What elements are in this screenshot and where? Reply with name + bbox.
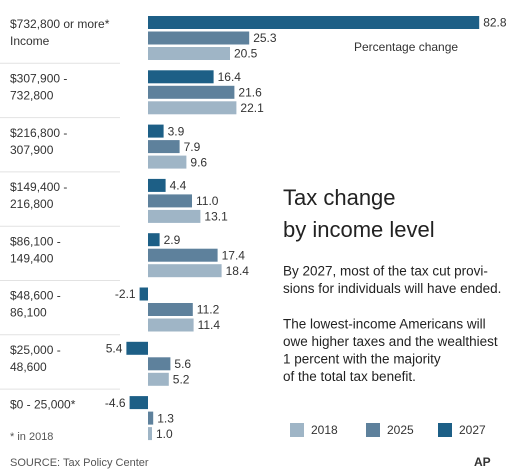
paragraph: of the total tax benefit.	[283, 369, 416, 384]
value-label: 22.1	[240, 101, 264, 115]
category-label: $48,600 -	[10, 289, 61, 303]
value-label: 1.0	[156, 427, 173, 441]
bar	[148, 427, 152, 441]
value-label: 4.4	[170, 179, 187, 193]
bar	[148, 124, 164, 138]
bar	[148, 155, 187, 169]
legend-swatch	[438, 423, 452, 437]
value-label: 82.8	[483, 16, 507, 30]
bar	[148, 264, 222, 278]
category-label: 732,800	[10, 88, 54, 102]
axis-label: Percentage change	[354, 40, 458, 54]
value-label: 25.3	[253, 31, 277, 45]
category-label: $86,100 -	[10, 234, 61, 248]
category-label: $149,400 -	[10, 180, 67, 194]
bar	[129, 396, 148, 410]
category-label: $25,000 -	[10, 343, 61, 357]
legend-label: 2018	[311, 423, 338, 437]
value-label: 11.0	[196, 194, 219, 208]
bar	[148, 411, 154, 425]
value-label: 9.6	[190, 155, 207, 169]
footnote: * in 2018	[10, 431, 53, 443]
value-label: 13.1	[204, 210, 228, 224]
paragraph: 1 percent with the majority	[283, 352, 441, 367]
category-label: $732,800 or more*	[10, 17, 110, 31]
paragraph: sions for individuals will have ended.	[283, 281, 501, 296]
value-label: 7.9	[184, 140, 201, 154]
legend-label: 2025	[387, 423, 414, 437]
category-label: $216,800 -	[10, 126, 67, 140]
bar	[148, 70, 214, 84]
paragraph: owe higher taxes and the wealthiest	[283, 334, 498, 349]
category-label: 307,900	[10, 143, 54, 157]
category-label: Income	[10, 34, 50, 48]
legend-label: 2027	[459, 423, 486, 437]
bar	[126, 341, 148, 355]
bar	[139, 287, 148, 301]
chart-title: Tax change	[283, 185, 396, 210]
value-label: 3.9	[168, 124, 185, 138]
category-label: 86,100	[10, 306, 47, 320]
bar	[148, 85, 235, 99]
credit: AP	[474, 455, 491, 469]
bar	[148, 372, 169, 386]
source: SOURCE: Tax Policy Center	[10, 457, 149, 469]
category-label: 216,800	[10, 197, 54, 211]
value-label: 17.4	[222, 248, 246, 262]
bar	[148, 233, 160, 247]
bar	[148, 303, 193, 316]
bar	[148, 357, 171, 371]
value-label: 5.6	[174, 357, 191, 371]
bar	[148, 140, 180, 154]
value-label: 2.9	[164, 233, 181, 247]
value-label: 11.2	[197, 303, 220, 317]
bar	[148, 318, 194, 332]
paragraph: By 2027, most of the tax cut provi-	[283, 264, 488, 279]
value-label: 5.2	[173, 372, 190, 386]
value-label: 18.4	[226, 264, 250, 278]
value-label: -4.6	[105, 396, 126, 410]
paragraph: The lowest-income Americans will	[283, 317, 486, 332]
bar	[148, 101, 237, 115]
value-label: 21.6	[238, 85, 262, 99]
legend-swatch	[290, 423, 304, 437]
value-label: 5.4	[106, 341, 123, 355]
bar	[148, 47, 230, 60]
value-label: 11.4	[198, 318, 221, 332]
bar	[148, 16, 480, 29]
category-label: 149,400	[10, 251, 54, 265]
bar	[148, 31, 250, 45]
bar	[148, 178, 166, 192]
legend-swatch	[366, 423, 380, 437]
bar	[148, 209, 201, 223]
category-label: $307,900 -	[10, 71, 67, 85]
value-label: -2.1	[115, 287, 136, 301]
value-label: 16.4	[218, 70, 242, 84]
chart-title: by income level	[283, 217, 435, 242]
category-label: $0 - 25,000*	[10, 397, 76, 411]
bar	[148, 248, 218, 262]
value-label: 1.3	[157, 411, 174, 425]
bar	[148, 194, 192, 208]
category-label: 48,600	[10, 360, 47, 374]
value-label: 20.5	[234, 47, 258, 61]
